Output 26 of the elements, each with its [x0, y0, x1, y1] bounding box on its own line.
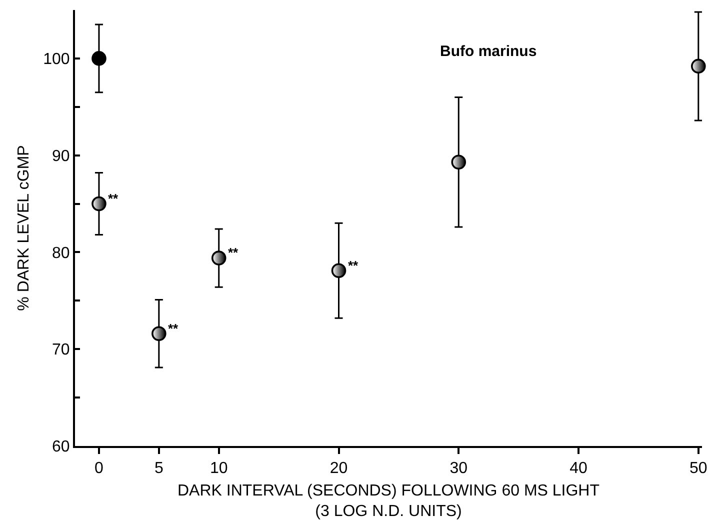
x-tick-label: 30: [450, 460, 468, 478]
x-tick-label: 20: [330, 460, 348, 478]
y-tick-label: 80: [52, 244, 70, 262]
x-tick-label: 50: [690, 460, 708, 478]
annotation: **: [228, 245, 240, 260]
point: [92, 196, 106, 212]
y-tick-label: 70: [52, 342, 70, 359]
y-tick-label: 60: [52, 438, 70, 456]
point: [211, 250, 226, 266]
x-tick-label: 40: [570, 460, 588, 478]
x-axis-title: DARK INTERVAL (SECONDS) FOLLOWING 60 MS LIGHT (3 LOG N.D. UNITS): [178, 482, 600, 520]
x-tick-label: 10: [210, 460, 228, 478]
annotation: **: [168, 321, 180, 336]
point: [451, 154, 466, 170]
annotation: **: [348, 258, 360, 273]
point: [92, 51, 106, 66]
annotation: **: [108, 191, 120, 206]
point: [331, 263, 346, 278]
x-tick-label: 0: [94, 460, 104, 478]
y-tick-label: 90: [52, 148, 70, 165]
annotation: Bufo marinus: [440, 43, 537, 60]
y-tick-label: 100: [43, 51, 70, 68]
y-axis-title: % DARK LEVEL cGMP: [15, 145, 32, 311]
x-tick-label: 5: [154, 460, 164, 478]
point: [691, 58, 706, 74]
point: [152, 326, 166, 342]
